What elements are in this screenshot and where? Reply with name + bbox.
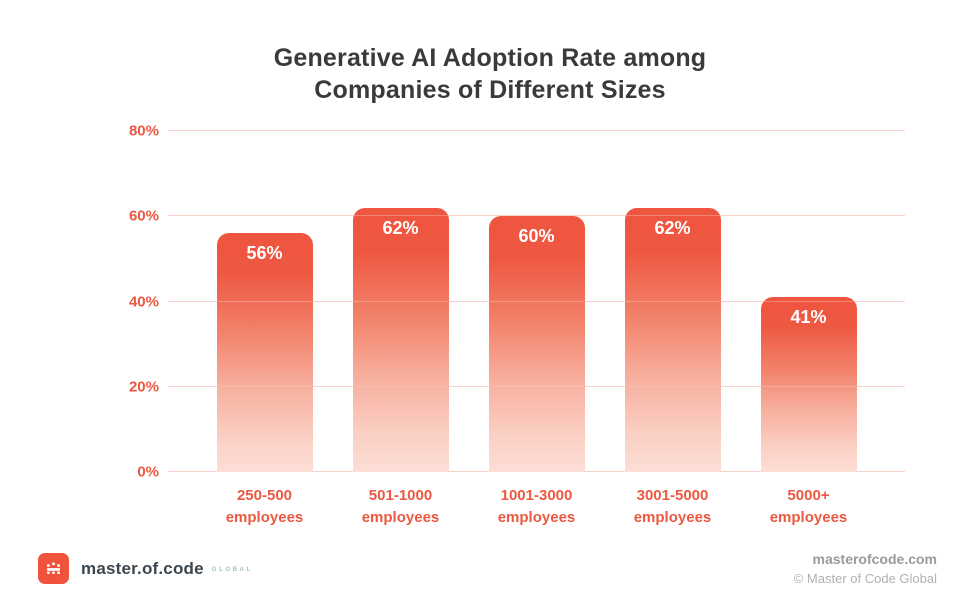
bar-value-label: 41% xyxy=(790,307,827,328)
gridline-overlay-80% xyxy=(168,130,905,131)
y-tick-label-40%: 40% xyxy=(128,293,159,310)
x-tick-line-2: employees xyxy=(361,509,440,526)
x-tick-label-250-500: 250-500 employees xyxy=(190,485,340,529)
copyright-text: © Master of Code Global xyxy=(793,571,937,586)
footer-credits: masterofcode.com © Master of Code Global xyxy=(794,551,937,586)
master-of-code-logo-icon xyxy=(38,553,69,584)
gridline-overlay-60% xyxy=(168,215,905,217)
gridline-80% xyxy=(168,130,905,131)
x-tick-label-5000+: 5000+ employees xyxy=(734,485,884,529)
x-tick-line-1: 501-1000 xyxy=(368,487,433,504)
x-tick-label-1001-3000: 1001-3000 employees xyxy=(462,485,612,529)
gridline-overlay-20% xyxy=(168,385,905,387)
brand-logo: master.of.code GLOBAL xyxy=(38,553,253,584)
gridline-60% xyxy=(168,215,905,217)
x-tick-label-501-1000: 501-1000 employees xyxy=(326,485,476,529)
bar-5000+: 41% xyxy=(760,297,857,472)
x-tick-line-2: employees xyxy=(769,509,848,526)
bar-value-label: 62% xyxy=(382,217,419,238)
y-tick-label-60%: 60% xyxy=(128,207,159,225)
bar-value-label: 60% xyxy=(518,226,555,247)
x-tick-line-1: 3001-5000 xyxy=(636,487,709,504)
x-tick-line-1: 250-500 xyxy=(236,487,293,504)
y-tick-label-0%: 0% xyxy=(137,463,159,481)
bar-value-label: 56% xyxy=(246,243,283,264)
x-tick-line-1: 5000+ xyxy=(787,487,830,504)
bar-501-1000: 62% xyxy=(352,207,449,472)
brand-suffix: GLOBAL xyxy=(211,567,253,573)
x-tick-label-3001-5000: 3001-5000 employees xyxy=(598,485,748,529)
website-url: masterofcode.com xyxy=(812,551,937,567)
chart-title-line-2: Companies of Different Sizes xyxy=(314,76,666,104)
gridline-overlay-40% xyxy=(168,300,905,302)
y-tick-label-80%: 80% xyxy=(128,122,159,140)
x-tick-line-1: 1001-3000 xyxy=(500,487,573,504)
x-tick-line-2: employees xyxy=(497,509,576,526)
bar-1001-3000: 60% xyxy=(488,216,585,472)
y-tick-label-20%: 20% xyxy=(128,378,159,396)
bar-250-500: 56% xyxy=(216,233,313,472)
x-tick-line-2: employees xyxy=(633,509,712,526)
bar-3001-5000: 62% xyxy=(624,207,721,472)
plot-area: 0% 20% 40% 60% 80% 56% 250-500 employees 62% 501-… xyxy=(129,123,905,526)
x-tick-line-2: employees xyxy=(225,509,304,526)
chart-title-line-1: Generative AI Adoption Rate among xyxy=(273,44,707,72)
bar-value-label: 62% xyxy=(654,217,691,238)
chart-title: Generative AI Adoption Rate among Compan… xyxy=(0,42,980,106)
brand-name: master.of.code xyxy=(81,558,204,578)
